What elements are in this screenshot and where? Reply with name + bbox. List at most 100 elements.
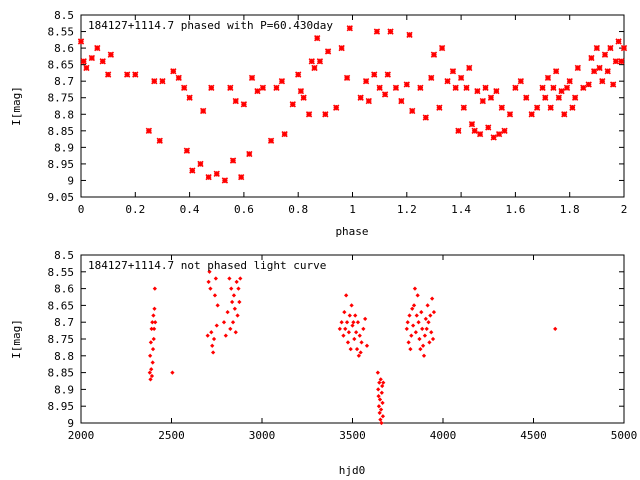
- phased-x-axis-label: phase: [335, 225, 368, 238]
- unphased-data-point: [238, 276, 243, 281]
- unphased-y-ticks: 8.5 8.55 8.6 8.65 8.7 8.75 8.8 8.85 8.9 8.95 9: [48, 249, 624, 430]
- unphased-data-point: [378, 417, 383, 422]
- unphased-data-point: [221, 320, 227, 325]
- unphased-data-point: [378, 407, 384, 412]
- phased-data-point: [528, 111, 535, 118]
- unphased-data-point: [152, 306, 157, 311]
- unphased-y-tick-label: 8.95: [48, 400, 75, 413]
- phased-data-point: [246, 150, 253, 158]
- phased-data-point: [468, 121, 476, 128]
- unphased-data-point: [151, 313, 156, 318]
- unphased-data-point: [407, 313, 412, 318]
- phased-data-point: [501, 127, 508, 134]
- unphased-data-point: [426, 320, 431, 325]
- unphased-data-point: [424, 326, 429, 332]
- phased-data-point: [175, 74, 182, 82]
- phased-data-point: [316, 58, 324, 65]
- phased-data-point: [422, 114, 429, 121]
- phased-data-point: [273, 84, 280, 91]
- unphased-data-points: [147, 269, 558, 426]
- phased-y-tick-label: 8.95: [48, 158, 75, 171]
- phased-data-point: [571, 94, 579, 101]
- unphased-data-point: [431, 309, 437, 315]
- unphased-data-point: [417, 336, 422, 342]
- phased-data-point: [542, 94, 549, 101]
- phased-data-point: [229, 157, 237, 164]
- phased-data-point: [181, 84, 188, 91]
- unphased-data-point: [377, 380, 382, 385]
- unphased-data-point: [420, 343, 426, 348]
- phased-data-point: [550, 84, 557, 91]
- phased-data-point: [387, 28, 394, 35]
- phased-data-point: [365, 97, 372, 105]
- phased-data-point: [585, 81, 592, 88]
- unphased-data-point: [230, 320, 236, 325]
- phased-y-tick-label: 8.8: [54, 108, 74, 121]
- phased-y-tick-label: 8.85: [48, 125, 75, 138]
- phased-data-points: [77, 25, 628, 184]
- phased-data-point: [544, 74, 552, 82]
- unphased-data-point: [359, 340, 364, 345]
- phased-data-point: [601, 51, 609, 58]
- phased-x-tick-label: 1.4: [451, 203, 471, 216]
- phased-data-point: [620, 44, 628, 52]
- unphased-data-point: [430, 296, 435, 301]
- phased-data-point: [308, 58, 315, 65]
- unphased-data-point: [232, 306, 237, 311]
- unphased-y-tick-label: 8.7: [54, 316, 74, 329]
- phased-data-point: [463, 84, 470, 91]
- unphased-data-point: [414, 313, 419, 318]
- phased-data-point: [444, 78, 451, 85]
- unphased-y-tick-label: 8.5: [54, 249, 74, 262]
- phased-data-point: [485, 124, 492, 131]
- unphased-data-point: [358, 350, 363, 355]
- phased-data-point: [156, 137, 163, 144]
- phased-data-point: [474, 87, 481, 95]
- unphased-data-point: [353, 313, 358, 318]
- phased-data-point: [159, 78, 166, 85]
- phased-data-point: [123, 71, 131, 78]
- unphased-data-point: [346, 330, 352, 335]
- phased-data-point: [238, 173, 245, 181]
- unphased-y-tick-label: 8.8: [54, 350, 74, 363]
- phased-data-point: [428, 74, 435, 82]
- phased-data-point: [561, 111, 568, 118]
- phased-data-point: [333, 104, 340, 111]
- phased-data-point: [604, 68, 611, 75]
- phased-y-axis-label: I[mag]: [10, 86, 23, 126]
- phased-data-point: [357, 94, 364, 101]
- phased-data-point: [322, 111, 329, 118]
- unphased-data-point: [236, 286, 241, 291]
- unphased-data-point: [170, 370, 175, 375]
- unphased-y-tick-label: 8.65: [48, 299, 75, 312]
- phased-data-point: [183, 147, 191, 154]
- phased-x-tick-label: 0.2: [125, 203, 145, 216]
- phased-data-point: [493, 87, 500, 95]
- phased-data-point: [406, 31, 413, 39]
- phased-data-point: [197, 160, 204, 168]
- phased-data-point: [311, 64, 318, 72]
- phased-data-point: [300, 94, 307, 101]
- unphased-data-point: [409, 333, 414, 338]
- unphased-y-tick-label: 8.9: [54, 383, 74, 396]
- unphased-data-point: [420, 326, 425, 332]
- unphased-data-point: [425, 303, 430, 308]
- unphased-data-point: [377, 397, 383, 402]
- unphased-data-point: [363, 316, 368, 321]
- phased-data-point: [132, 71, 139, 78]
- phased-data-point: [145, 127, 153, 134]
- unphased-data-point: [148, 353, 153, 358]
- unphased-y-tick-label: 9: [67, 417, 74, 430]
- unphased-data-point: [364, 343, 370, 348]
- unphased-y-axis-label: I[mag]: [10, 319, 23, 359]
- unphased-data-point: [235, 313, 240, 318]
- unphased-data-point: [355, 320, 361, 325]
- phased-data-point: [281, 130, 288, 138]
- phased-data-point: [457, 74, 465, 82]
- unphased-data-point: [152, 326, 157, 332]
- phased-data-point: [490, 134, 497, 141]
- phased-data-point: [403, 81, 410, 88]
- phased-chart: 0 0.2 0.4 0.6 0.8 1 1.2 1.4 1.6 1.8 2 8.58.558.68.…: [10, 9, 627, 238]
- phased-data-point: [267, 137, 275, 144]
